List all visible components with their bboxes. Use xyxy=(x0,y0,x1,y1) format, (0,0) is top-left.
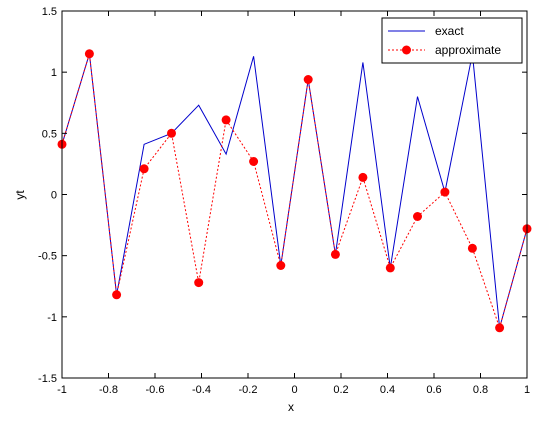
legend-marker-approximate xyxy=(402,45,411,55)
y-tick-label: 1.5 xyxy=(42,6,57,18)
data-point-approximate xyxy=(139,164,149,174)
y-tick-label: -1.5 xyxy=(38,373,57,385)
x-tick-label: 0.2 xyxy=(333,384,348,396)
x-tick-label: 0.4 xyxy=(380,384,395,396)
x-tick-label: 0.8 xyxy=(473,384,488,396)
series-line-exact xyxy=(61,53,528,328)
y-tick-label: 0.5 xyxy=(42,128,57,140)
data-point-approximate xyxy=(84,49,94,59)
series-line-approximate xyxy=(61,53,528,330)
x-tick-label: 1 xyxy=(524,384,530,396)
x-axis-label: x xyxy=(288,400,294,414)
data-point-approximate xyxy=(413,212,422,221)
data-point-approximate xyxy=(167,128,176,138)
data-point-approximate xyxy=(249,157,259,166)
y-tick-label: -1 xyxy=(47,312,57,324)
legend-label-exact: exact xyxy=(435,24,464,38)
legend-label-approximate: approximate xyxy=(435,43,501,57)
data-point-approximate xyxy=(358,172,368,182)
x-axis-ticks: -1 -0.8 -0.6 -0.4 -0.2 0 0.2 0.4 0.6 0.8 1 xyxy=(57,11,530,396)
series-layer xyxy=(57,49,532,333)
plot-area xyxy=(62,11,527,378)
y-tick-label: -0.5 xyxy=(38,251,57,263)
y-tick-label: 1 xyxy=(51,67,57,79)
legend: exact approximate xyxy=(381,17,523,64)
data-point-approximate xyxy=(330,249,340,259)
data-point-approximate xyxy=(467,243,477,253)
data-point-approximate xyxy=(303,75,313,84)
legend-box xyxy=(381,17,523,64)
data-point-approximate xyxy=(385,263,395,273)
data-point-approximate xyxy=(495,323,505,333)
y-axis-label: yt xyxy=(13,190,27,200)
x-tick-label: -0.4 xyxy=(192,384,211,396)
x-tick-label: -1 xyxy=(57,384,67,396)
data-point-approximate xyxy=(112,290,122,300)
x-tick-label: 0.6 xyxy=(426,384,441,396)
data-point-approximate xyxy=(440,187,450,197)
data-point-approximate xyxy=(221,115,231,125)
x-tick-label: 0 xyxy=(291,384,297,396)
y-tick-label: 0 xyxy=(51,190,57,202)
data-point-approximate xyxy=(194,278,204,288)
x-tick-label: -0.6 xyxy=(146,384,165,396)
x-tick-label: -0.2 xyxy=(239,384,258,396)
y-axis-ticks: -1.5 -1 -0.5 0 0.5 1 1.5 xyxy=(38,6,527,385)
x-tick-label: -0.8 xyxy=(99,384,118,396)
data-point-approximate xyxy=(276,261,286,270)
